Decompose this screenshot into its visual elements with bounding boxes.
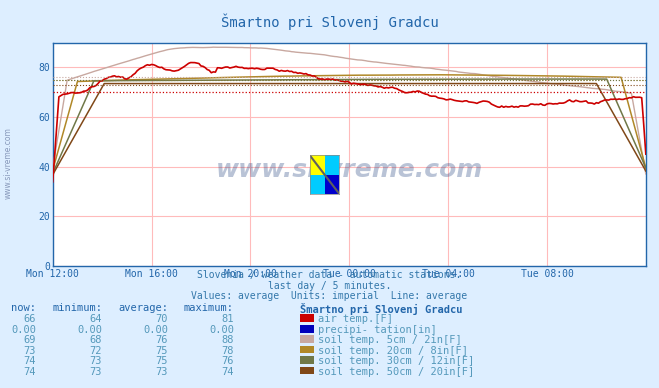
Text: 0.00: 0.00 bbox=[11, 325, 36, 335]
Text: soil temp. 50cm / 20in[F]: soil temp. 50cm / 20in[F] bbox=[318, 367, 474, 377]
Text: 73: 73 bbox=[90, 367, 102, 377]
Bar bbox=[325, 155, 339, 175]
Text: soil temp. 20cm / 8in[F]: soil temp. 20cm / 8in[F] bbox=[318, 346, 468, 356]
Text: 0.00: 0.00 bbox=[77, 325, 102, 335]
Text: 0.00: 0.00 bbox=[143, 325, 168, 335]
Text: 73: 73 bbox=[24, 346, 36, 356]
Text: 75: 75 bbox=[156, 356, 168, 366]
Text: 64: 64 bbox=[90, 314, 102, 324]
Text: air temp.[F]: air temp.[F] bbox=[318, 314, 393, 324]
Text: 74: 74 bbox=[24, 356, 36, 366]
Text: 74: 74 bbox=[24, 367, 36, 377]
Text: 73: 73 bbox=[90, 356, 102, 366]
Text: Šmartno pri Slovenj Gradcu: Šmartno pri Slovenj Gradcu bbox=[221, 14, 438, 30]
Text: soil temp. 30cm / 12in[F]: soil temp. 30cm / 12in[F] bbox=[318, 356, 474, 366]
Text: average:: average: bbox=[118, 303, 168, 314]
Text: 66: 66 bbox=[24, 314, 36, 324]
Text: 74: 74 bbox=[221, 367, 234, 377]
Text: minimum:: minimum: bbox=[52, 303, 102, 314]
Text: 75: 75 bbox=[156, 346, 168, 356]
Text: 78: 78 bbox=[221, 346, 234, 356]
Text: 81: 81 bbox=[221, 314, 234, 324]
Bar bbox=[325, 175, 339, 194]
Text: www.si-vreme.com: www.si-vreme.com bbox=[3, 127, 13, 199]
Text: Šmartno pri Slovenj Gradcu: Šmartno pri Slovenj Gradcu bbox=[300, 303, 463, 315]
Text: Values: average  Units: imperial  Line: average: Values: average Units: imperial Line: av… bbox=[191, 291, 468, 301]
Text: 88: 88 bbox=[221, 335, 234, 345]
Text: 76: 76 bbox=[221, 356, 234, 366]
Text: Slovenia / weather data - automatic stations.: Slovenia / weather data - automatic stat… bbox=[197, 270, 462, 280]
Text: www.si-vreme.com: www.si-vreme.com bbox=[215, 158, 483, 182]
Text: 73: 73 bbox=[156, 367, 168, 377]
Bar bbox=[310, 155, 325, 175]
Text: 70: 70 bbox=[156, 314, 168, 324]
Text: 69: 69 bbox=[24, 335, 36, 345]
Text: last day / 5 minutes.: last day / 5 minutes. bbox=[268, 281, 391, 291]
Text: soil temp. 5cm / 2in[F]: soil temp. 5cm / 2in[F] bbox=[318, 335, 461, 345]
Text: 68: 68 bbox=[90, 335, 102, 345]
Text: maximum:: maximum: bbox=[184, 303, 234, 314]
Bar bbox=[310, 175, 325, 194]
Text: 76: 76 bbox=[156, 335, 168, 345]
Text: 0.00: 0.00 bbox=[209, 325, 234, 335]
Text: precipi- tation[in]: precipi- tation[in] bbox=[318, 325, 436, 335]
Text: now:: now: bbox=[11, 303, 36, 314]
Text: 72: 72 bbox=[90, 346, 102, 356]
